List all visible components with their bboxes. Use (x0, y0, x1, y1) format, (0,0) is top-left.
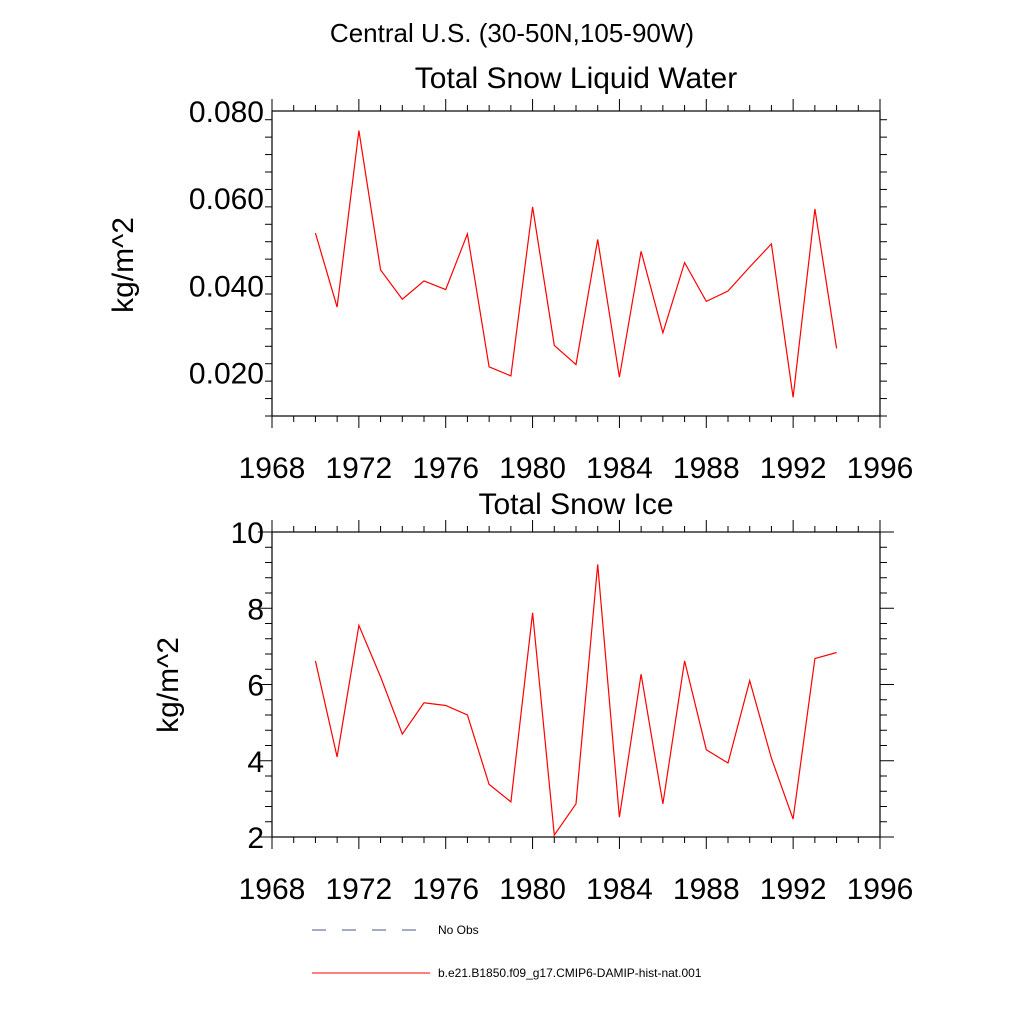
x-tick-label: 1988 (673, 873, 740, 906)
legend: No Obs b.e21.B1850.f09_g17.CMIP6-DAMIP-h… (312, 923, 702, 980)
panel-title: Total Snow Ice (478, 488, 673, 521)
x-tick-label: 1984 (586, 873, 653, 906)
plot-frame (271, 531, 881, 838)
y-tick-label: 0.060 (189, 183, 264, 216)
x-tick-label: 1968 (239, 873, 306, 906)
x-tick-label: 1972 (325, 452, 392, 485)
x-tick-label: 1984 (586, 452, 653, 485)
x-tick-label: 1968 (239, 452, 306, 485)
y-tick-label: 10 (231, 517, 264, 550)
y-axis-label: kg/m^2 (107, 217, 140, 313)
x-tick-label: 1972 (325, 873, 392, 906)
y-tick-label: 2 (247, 822, 264, 855)
series-line (314, 564, 837, 837)
snow-ice-panel: Total Snow Ice kg/m^2 1968 1972 1976 1980 1984… (152, 488, 913, 906)
y-tick-label: 0.040 (189, 270, 264, 303)
x-tick-label: 1976 (412, 873, 479, 906)
series-line (314, 130, 838, 398)
legend-no-obs-label: No Obs (438, 923, 479, 937)
y-tick-label: 0.080 (189, 96, 264, 129)
x-tick-label: 1992 (760, 452, 827, 485)
x-tick-label: 1980 (499, 873, 566, 906)
y-tick-label: 8 (247, 593, 264, 626)
x-tick-label: 1992 (760, 873, 827, 906)
x-tick-label: 1996 (847, 873, 914, 906)
y-tick-label: 4 (247, 746, 264, 779)
snow-liquid-water-panel: Total Snow Liquid Water kg/m^2 1968 1972 197… (107, 62, 913, 485)
panel-title: Total Snow Liquid Water (415, 62, 737, 95)
y-tick-label: 6 (247, 670, 264, 703)
x-tick-label: 1988 (673, 452, 740, 485)
y-tick-label: 0.020 (189, 357, 264, 390)
x-tick-label: 1980 (499, 452, 566, 485)
x-tick-label: 1996 (847, 452, 914, 485)
x-tick-label: 1976 (412, 452, 479, 485)
figure-title: Central U.S. (30-50N,105-90W) (330, 18, 694, 48)
y-axis-label: kg/m^2 (152, 637, 185, 733)
legend-model-label: b.e21.B1850.f09_g17.CMIP6-DAMIP-hist-nat… (438, 966, 702, 980)
